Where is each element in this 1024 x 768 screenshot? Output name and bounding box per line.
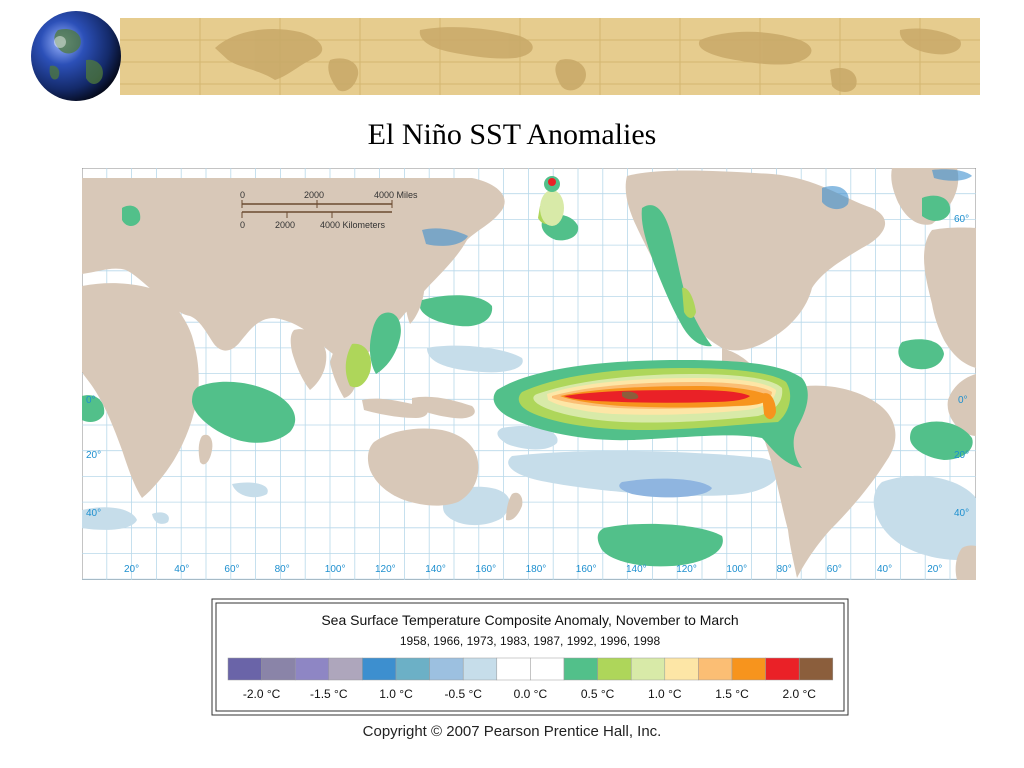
legend-tick-labels: -2.0 °C -1.5 °C 1.0 °C -0.5 °C 0.0 °C 0.5 °C 1…	[243, 687, 816, 701]
legend-color-scale	[227, 657, 834, 681]
legend-swatch	[429, 657, 464, 681]
longitude-label: 120°	[676, 564, 697, 575]
legend-tick-label: -2.0 °C	[243, 687, 281, 701]
latitude-labels-left: 0° 20° 40°	[86, 395, 101, 519]
legend-swatch	[731, 657, 766, 681]
legend-swatch	[294, 657, 330, 681]
legend-tick-label: 1.5 °C	[715, 687, 749, 701]
legend-swatch	[597, 657, 632, 681]
scale-miles-0: 0	[240, 190, 245, 200]
scale-km-0: 0	[240, 220, 245, 230]
copyright-notice: Copyright © 2007 Pearson Prentice Hall, …	[362, 723, 662, 740]
sst-anomaly-map: 0 2000 4000 Miles 0 2000 4000 Kilometers…	[82, 168, 976, 580]
legend-swatch	[698, 657, 733, 681]
longitude-labels: 20° 40° 60° 80° 100° 120° 140° 160° 180° 160° 140°…	[124, 564, 942, 575]
hottest-core-region	[564, 390, 750, 403]
longitude-label: 160°	[475, 564, 496, 575]
legend-swatch	[530, 657, 565, 681]
longitude-label: 20°	[124, 564, 139, 575]
legend-swatch	[664, 657, 699, 681]
extreme-core-region	[622, 391, 639, 400]
legend-swatch	[630, 657, 666, 681]
cooler-core-region	[619, 478, 712, 498]
scale-bar: 0 2000 4000 Miles 0 2000 4000 Kilometers	[240, 190, 418, 230]
legend-tick-label: 0.5 °C	[581, 687, 615, 701]
legend-swatch	[563, 657, 598, 681]
longitude-label: 60°	[224, 564, 239, 575]
longitude-label: 20°	[927, 564, 942, 575]
latitude-labels-right: 60° 0° 20° 40°	[954, 214, 969, 519]
longitude-label: 40°	[174, 564, 189, 575]
legend-swatch	[798, 657, 834, 681]
legend-swatch	[328, 657, 363, 681]
scale-miles-2000: 2000	[304, 190, 324, 200]
longitude-label: 180°	[526, 564, 547, 575]
legend-swatch	[462, 657, 498, 681]
scale-km-4000: 4000 Kilometers	[320, 220, 386, 230]
longitude-label: 100°	[325, 564, 346, 575]
scale-miles-4000: 4000 Miles	[374, 190, 418, 200]
legend-tick-label: 0.0 °C	[514, 687, 548, 701]
legend-panel: Sea Surface Temperature Composite Anomal…	[211, 598, 849, 716]
cold-north-anomaly	[422, 169, 972, 246]
longitude-label: 160°	[576, 564, 597, 575]
longitude-label: 140°	[425, 564, 446, 575]
legend-years: 1958, 1966, 1973, 1983, 1987, 1992, 1996…	[400, 634, 661, 648]
alaska-anomaly	[540, 176, 564, 226]
globe-icon	[31, 11, 121, 101]
longitude-label: 80°	[275, 564, 290, 575]
legend-tick-label: -1.5 °C	[310, 687, 348, 701]
legend-swatch	[765, 657, 800, 681]
longitude-label: 140°	[626, 564, 647, 575]
legend-tick-label: 1.0 °C	[648, 687, 682, 701]
legend-swatch	[496, 657, 531, 681]
longitude-label: 120°	[375, 564, 396, 575]
longitude-label: 80°	[777, 564, 792, 575]
lat-label-right-20: 20°	[954, 450, 969, 461]
legend-tick-label: -0.5 °C	[444, 687, 482, 701]
longitude-label: 60°	[827, 564, 842, 575]
banner-continents	[215, 27, 961, 92]
legend-swatch	[395, 657, 430, 681]
lat-label-right-40: 40°	[954, 508, 969, 519]
lat-label-left-40: 40°	[86, 508, 101, 519]
slide-title: El Niño SST Anomalies	[367, 118, 657, 151]
scale-km-2000: 2000	[275, 220, 295, 230]
lat-label-left-20: 20°	[86, 450, 101, 461]
legend-swatch	[362, 657, 397, 681]
legend-swatch	[227, 657, 262, 681]
lat-label-right-0: 0°	[958, 395, 968, 406]
lat-label-right-60: 60°	[954, 214, 969, 225]
longitude-label: 40°	[877, 564, 892, 575]
longitude-label: 100°	[726, 564, 747, 575]
legend-tick-label: 1.0 °C	[379, 687, 413, 701]
legend-tick-label: 2.0 °C	[782, 687, 816, 701]
header-banner	[31, 0, 980, 105]
lat-label-left-0: 0°	[86, 395, 96, 406]
legend-title: Sea Surface Temperature Composite Anomal…	[321, 612, 738, 628]
legend-swatch	[261, 657, 296, 681]
